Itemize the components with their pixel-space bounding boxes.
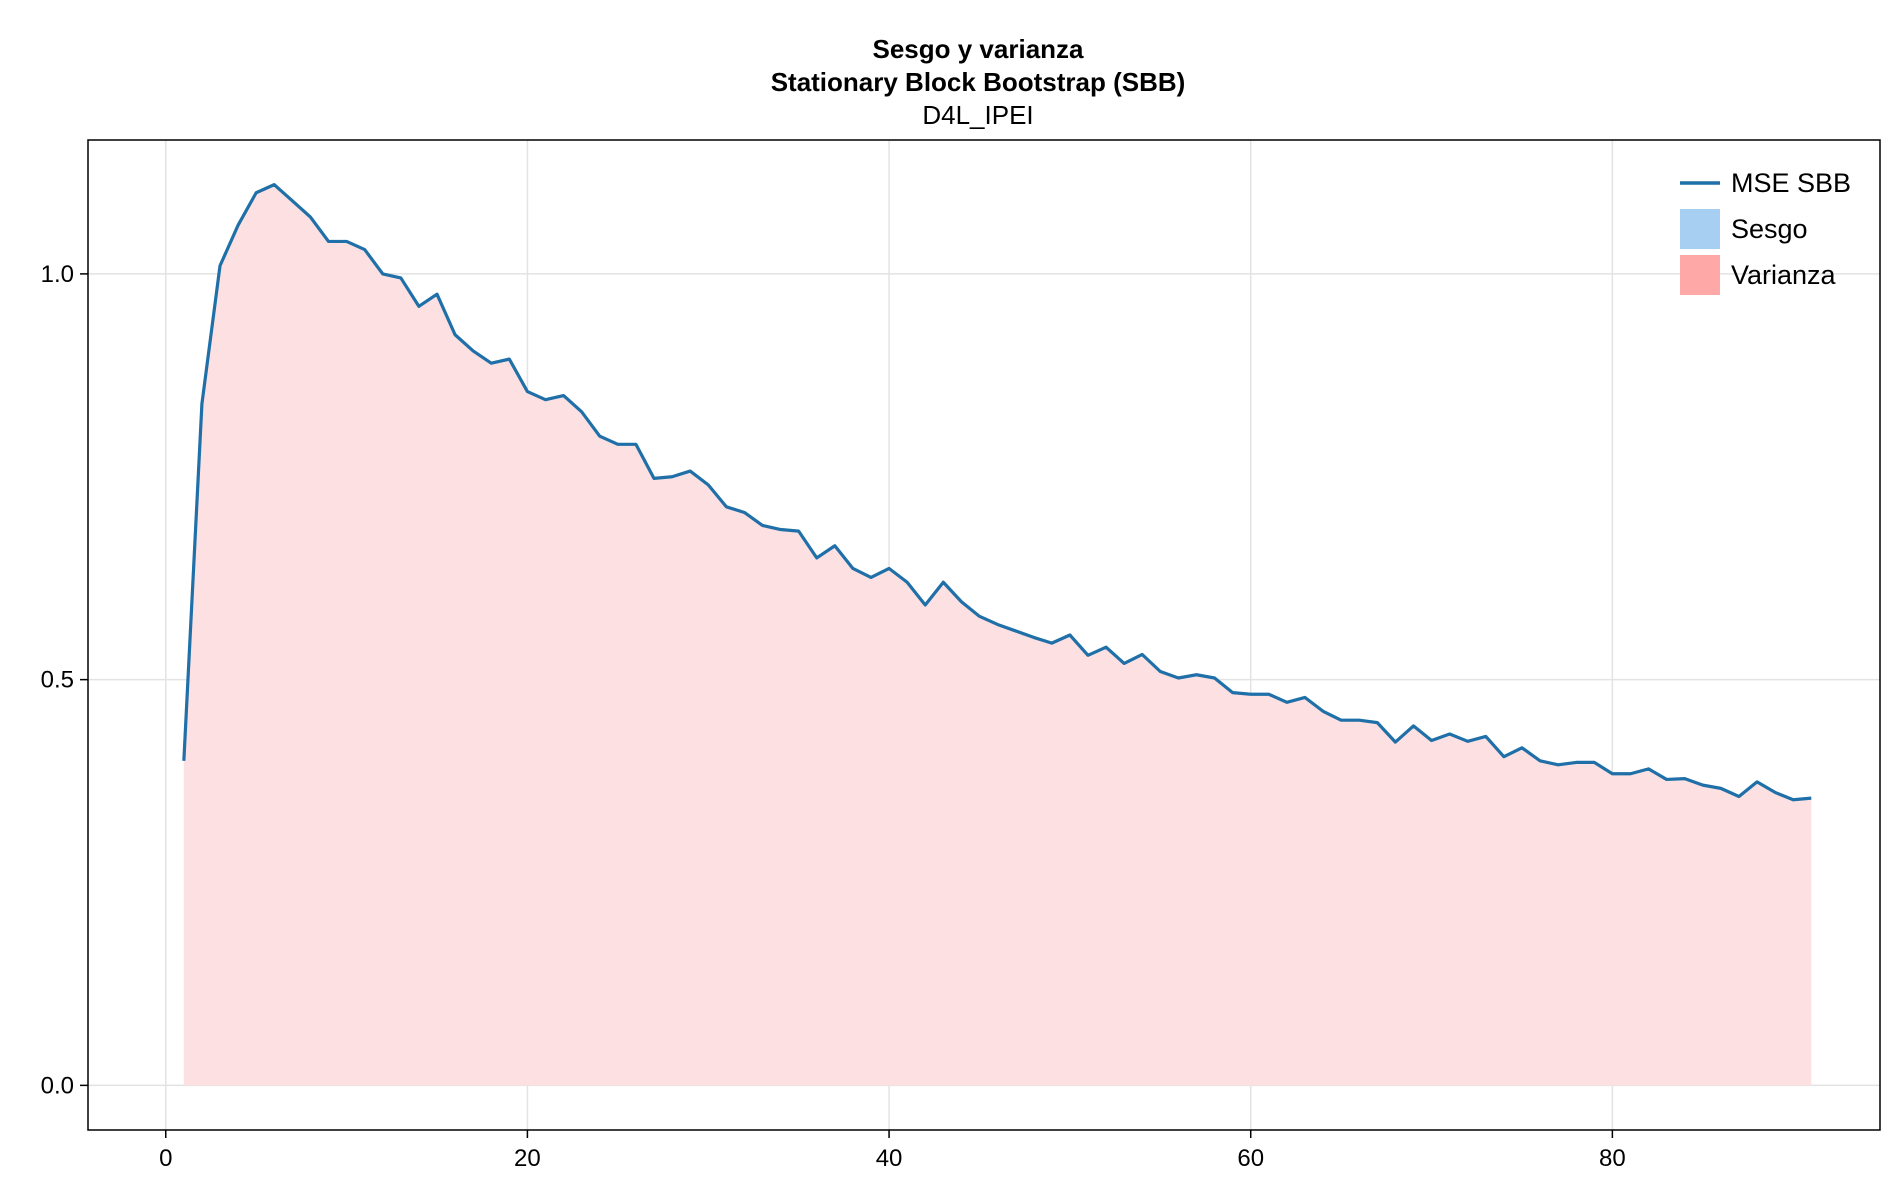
area-layer	[183, 184, 1812, 1086]
varianza-area	[183, 184, 1812, 1086]
x-tick-label-1: 20	[514, 1145, 541, 1172]
legend-label-1: Sesgo	[1731, 214, 1808, 244]
chart-title: Sesgo y varianza	[873, 34, 1085, 64]
legend-swatch-varianza	[1680, 255, 1720, 295]
chart-subtitle-series: D4L_IPEI	[922, 100, 1033, 130]
axes: 0 20 40 60 80 0.0 0.5 1.0	[41, 139, 1881, 1172]
x-tick-label-0: 0	[159, 1145, 172, 1172]
y-tick-label-2: 1.0	[41, 261, 74, 288]
y-tick-label-1: 0.5	[41, 667, 74, 694]
y-tick-label-0: 0.0	[41, 1072, 74, 1099]
x-tick-label-3: 60	[1237, 1145, 1264, 1172]
x-tick-label-2: 40	[876, 1145, 903, 1172]
line-layer	[182, 183, 1812, 802]
legend-swatch-sesgo	[1680, 209, 1720, 249]
x-tick-label-4: 80	[1599, 1145, 1626, 1172]
chart-subtitle: Stationary Block Bootstrap (SBB)	[771, 67, 1186, 97]
mse-line	[182, 183, 1812, 802]
legend: MSE SBB Sesgo Varianza	[1680, 168, 1851, 295]
legend-label-2: Varianza	[1731, 260, 1837, 290]
plot-frame	[87, 139, 1881, 1131]
legend-label-0: MSE SBB	[1731, 168, 1851, 198]
